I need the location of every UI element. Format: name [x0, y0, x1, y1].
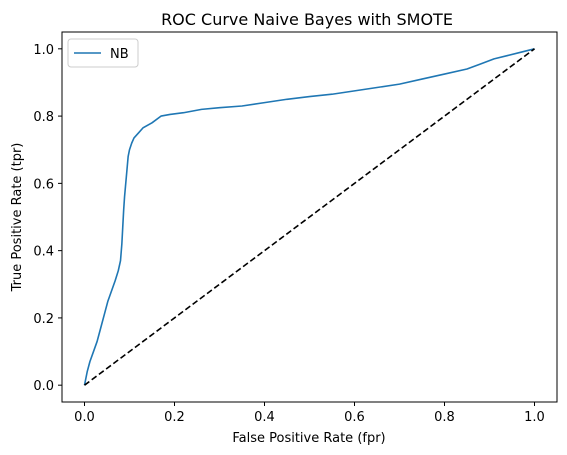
axis-ticks: 0.0 0.2 0.4 0.6 0.8 1.0 0.0 0.2 0.4 0.6 0.8 1.0 [33, 43, 545, 425]
y-tick-label: 1.0 [33, 43, 54, 58]
series-line-nb [83, 48, 535, 386]
y-tick-label: 0.6 [33, 177, 54, 192]
x-tick-label: 0.8 [434, 410, 455, 425]
x-axis-label: False Positive Rate (fpr) [232, 431, 385, 446]
y-tick-label: 0.2 [33, 312, 54, 327]
x-tick-label: 0.6 [344, 410, 365, 425]
y-axis-label: True Positive Rate (tpr) [10, 143, 25, 293]
y-tick-label: 0.0 [33, 379, 54, 394]
y-tick-label: 0.8 [33, 110, 54, 125]
x-tick-label: 1.0 [524, 410, 545, 425]
plot-area [83, 48, 535, 386]
chart-title: ROC Curve Naive Bayes with SMOTE [161, 10, 453, 29]
legend-box [67, 38, 139, 68]
y-tick-label: 0.4 [33, 245, 54, 260]
legend: NB [67, 38, 139, 68]
x-tick-label: 0.2 [164, 410, 185, 425]
legend-label: NB [110, 47, 129, 62]
diagonal-reference-line [84, 48, 535, 386]
plot-frame [61, 31, 558, 403]
x-tick-label: 0.4 [254, 410, 275, 425]
x-tick-label: 0.0 [74, 410, 95, 425]
